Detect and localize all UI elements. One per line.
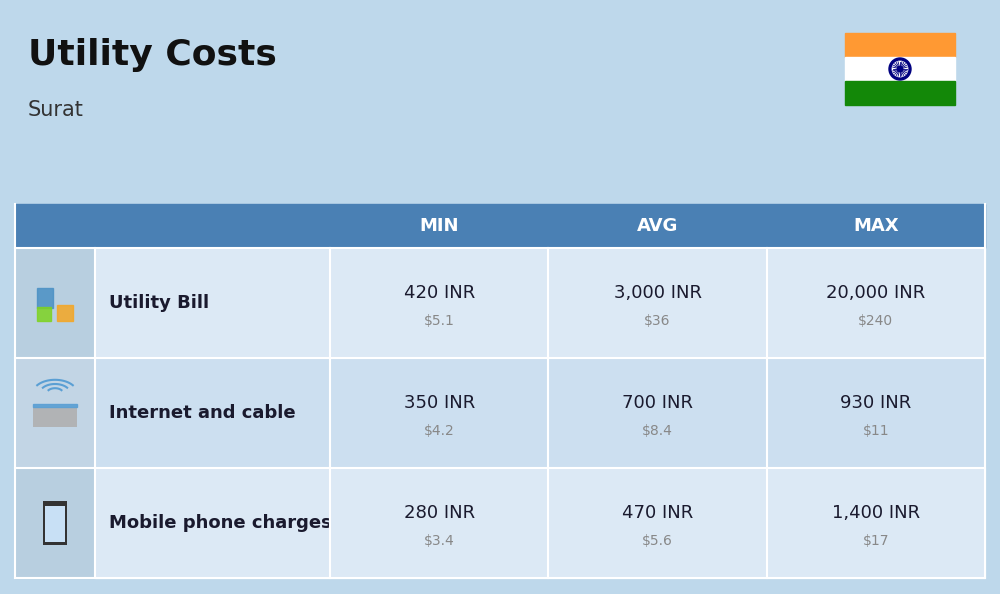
Circle shape: [898, 67, 902, 71]
Text: 470 INR: 470 INR: [622, 504, 693, 522]
Text: AVG: AVG: [637, 217, 678, 235]
Text: 3,000 INR: 3,000 INR: [614, 284, 702, 302]
Text: $17: $17: [863, 534, 889, 548]
Text: 350 INR: 350 INR: [404, 394, 475, 412]
Text: $36: $36: [644, 314, 671, 328]
Text: 20,000 INR: 20,000 INR: [826, 284, 925, 302]
Bar: [330, 248, 548, 358]
Bar: [15, 248, 95, 358]
Bar: [330, 468, 548, 578]
Bar: [548, 468, 767, 578]
Text: $8.4: $8.4: [642, 424, 673, 438]
Text: 930 INR: 930 INR: [840, 394, 911, 412]
Text: MIN: MIN: [419, 217, 459, 235]
Bar: [33, 404, 77, 407]
Text: 420 INR: 420 INR: [404, 284, 475, 302]
Text: 700 INR: 700 INR: [622, 394, 693, 412]
Circle shape: [889, 58, 911, 80]
Bar: [15, 358, 95, 468]
Bar: [845, 33, 955, 57]
Text: $4.2: $4.2: [424, 424, 455, 438]
Bar: [57, 305, 73, 321]
Bar: [33, 407, 77, 427]
Bar: [95, 468, 330, 578]
Text: Utility Bill: Utility Bill: [109, 294, 209, 312]
Bar: [15, 204, 985, 248]
Bar: [37, 307, 51, 321]
Text: $240: $240: [858, 314, 893, 328]
Bar: [767, 248, 985, 358]
Bar: [330, 358, 548, 468]
Text: Utility Costs: Utility Costs: [28, 38, 277, 72]
Text: Internet and cable: Internet and cable: [109, 404, 296, 422]
Bar: [45, 506, 65, 542]
Text: $3.4: $3.4: [424, 534, 455, 548]
Circle shape: [892, 61, 908, 77]
Bar: [767, 468, 985, 578]
Bar: [548, 358, 767, 468]
Text: MAX: MAX: [853, 217, 899, 235]
Bar: [95, 358, 330, 468]
Bar: [845, 57, 955, 81]
Text: $11: $11: [863, 424, 889, 438]
Bar: [95, 248, 330, 358]
Bar: [767, 358, 985, 468]
Text: 280 INR: 280 INR: [404, 504, 475, 522]
Bar: [548, 248, 767, 358]
Text: $5.6: $5.6: [642, 534, 673, 548]
Bar: [845, 81, 955, 105]
Text: Surat: Surat: [28, 100, 84, 120]
Bar: [15, 468, 95, 578]
Text: Mobile phone charges: Mobile phone charges: [109, 514, 332, 532]
Text: 1,400 INR: 1,400 INR: [832, 504, 920, 522]
Bar: [43, 501, 67, 545]
Bar: [37, 288, 53, 308]
Text: $5.1: $5.1: [424, 314, 455, 328]
